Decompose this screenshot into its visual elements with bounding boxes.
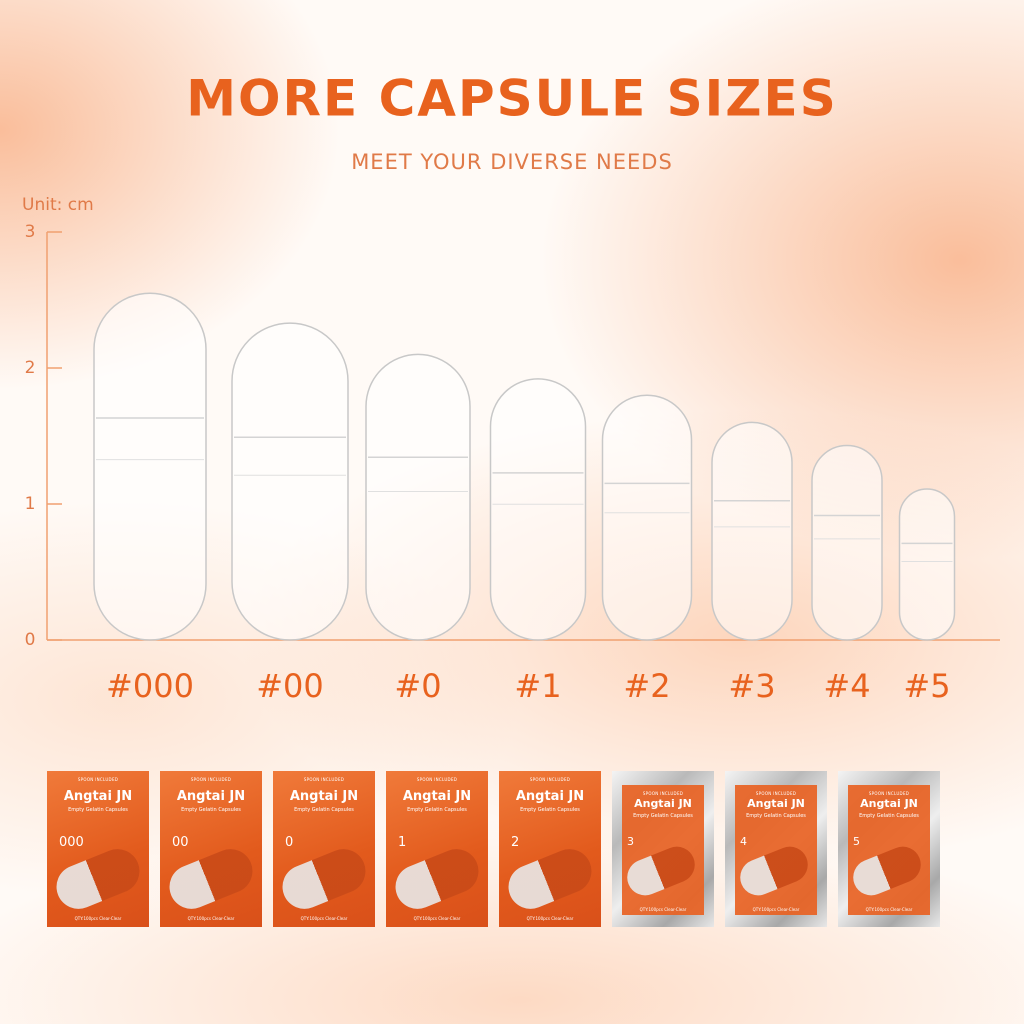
package-qty: QTY:100pcs Clear-Clear bbox=[413, 916, 461, 921]
package-panel: SPOON INCLUDED Angtai JN Empty Gelatin Cap… bbox=[621, 785, 704, 915]
y-tick-label: 1 bbox=[25, 494, 36, 514]
package-brand: Angtai JN bbox=[860, 797, 918, 810]
package-subtitle: Empty Gelatin Capsules bbox=[294, 807, 354, 813]
package-note: SPOON INCLUDED bbox=[190, 777, 232, 782]
package: SPOON INCLUDED Angtai JN Empty Gelatin Cap… bbox=[838, 771, 940, 927]
package-panel: SPOON INCLUDED Angtai JN Empty Gelatin Cap… bbox=[47, 771, 149, 927]
package-pill bbox=[388, 842, 486, 916]
package-qty: QTY:100pcs Clear-Clear bbox=[300, 916, 348, 921]
package-panel: SPOON INCLUDED Angtai JN Empty Gelatin Cap… bbox=[386, 771, 488, 927]
capsule bbox=[93, 292, 207, 641]
package-size: 0 bbox=[285, 835, 294, 850]
package-note: SPOON INCLUDED bbox=[755, 791, 797, 796]
package-panel: SPOON INCLUDED Angtai JN Empty Gelatin Cap… bbox=[847, 785, 930, 915]
package-note: SPOON INCLUDED bbox=[868, 791, 910, 796]
package-brand: Angtai JN bbox=[176, 789, 246, 804]
y-tick-label: 3 bbox=[25, 222, 36, 242]
package-brand: Angtai JN bbox=[289, 789, 359, 804]
package-subtitle: Empty Gelatin Capsules bbox=[68, 807, 128, 813]
package-brand: Angtai JN bbox=[515, 789, 585, 804]
x-tick-label: #5 bbox=[903, 667, 950, 705]
package-size: 3 bbox=[627, 835, 634, 848]
x-tick-label: #1 bbox=[514, 667, 561, 705]
package-panel: SPOON INCLUDED Angtai JN Empty Gelatin Cap… bbox=[734, 785, 817, 915]
package-panel: SPOON INCLUDED Angtai JN Empty Gelatin Cap… bbox=[160, 771, 262, 927]
package-qty: QTY:100pcs Clear-Clear bbox=[74, 916, 122, 921]
package-qty: QTY:100pcs Clear-Clear bbox=[865, 907, 913, 912]
package-size: 2 bbox=[511, 835, 520, 850]
package-subtitle: Empty Gelatin Capsules bbox=[520, 807, 580, 813]
package-pill bbox=[162, 842, 260, 916]
package-pill bbox=[275, 842, 373, 916]
capsule bbox=[811, 444, 883, 641]
package-note: SPOON INCLUDED bbox=[303, 777, 345, 782]
package: SPOON INCLUDED Angtai JN Empty Gelatin Cap… bbox=[160, 771, 262, 927]
package-note: SPOON INCLUDED bbox=[642, 791, 684, 796]
package-note: SPOON INCLUDED bbox=[529, 777, 571, 782]
package-size: 4 bbox=[740, 835, 747, 848]
package-size: 1 bbox=[398, 835, 407, 850]
package-pill bbox=[621, 841, 701, 901]
package-panel: SPOON INCLUDED Angtai JN Empty Gelatin Cap… bbox=[273, 771, 375, 927]
package-subtitle: Empty Gelatin Capsules bbox=[859, 813, 919, 819]
package: SPOON INCLUDED Angtai JN Empty Gelatin Cap… bbox=[273, 771, 375, 927]
package-qty: QTY:100pcs Clear-Clear bbox=[752, 907, 800, 912]
package-size: 5 bbox=[853, 835, 860, 848]
package-pill bbox=[734, 841, 814, 901]
axis-label: Unit: cm bbox=[22, 195, 94, 215]
package-qty: QTY:100pcs Clear-Clear bbox=[187, 916, 235, 921]
chart: MORE CAPSULE SIZES MEET YOUR DIVERSE NEE… bbox=[22, 70, 1000, 705]
package-panel: SPOON INCLUDED Angtai JN Empty Gelatin Cap… bbox=[499, 771, 601, 927]
package: SPOON INCLUDED Angtai JN Empty Gelatin Cap… bbox=[386, 771, 488, 927]
package-note: SPOON INCLUDED bbox=[77, 777, 119, 782]
x-tick-label: #4 bbox=[823, 667, 870, 705]
package-brand: Angtai JN bbox=[634, 797, 692, 810]
package-note: SPOON INCLUDED bbox=[416, 777, 458, 782]
package-qty: QTY:100pcs Clear-Clear bbox=[639, 907, 687, 912]
package-subtitle: Empty Gelatin Capsules bbox=[746, 813, 806, 819]
x-tick-label: #3 bbox=[728, 667, 775, 705]
package-pill bbox=[501, 842, 599, 916]
capsule bbox=[231, 322, 349, 641]
package-pill bbox=[847, 841, 927, 901]
package-subtitle: Empty Gelatin Capsules bbox=[633, 813, 693, 819]
x-tick-label: #2 bbox=[623, 667, 670, 705]
x-tick-label: #00 bbox=[256, 667, 324, 705]
chart-title: MORE CAPSULE SIZES bbox=[186, 70, 837, 128]
package-qty: QTY:100pcs Clear-Clear bbox=[526, 916, 574, 921]
package-size: 000 bbox=[59, 835, 84, 850]
package-brand: Angtai JN bbox=[63, 789, 133, 804]
capsule bbox=[711, 421, 793, 641]
package-subtitle: Empty Gelatin Capsules bbox=[407, 807, 467, 813]
package: SPOON INCLUDED Angtai JN Empty Gelatin Cap… bbox=[612, 771, 714, 927]
x-tick-label: #0 bbox=[394, 667, 441, 705]
capsule bbox=[489, 378, 587, 641]
capsule bbox=[601, 394, 693, 641]
y-tick-label: 2 bbox=[25, 358, 36, 378]
package-size: 00 bbox=[172, 835, 189, 850]
package-brand: Angtai JN bbox=[402, 789, 472, 804]
chart-subtitle: MEET YOUR DIVERSE NEEDS bbox=[351, 150, 673, 174]
package-subtitle: Empty Gelatin Capsules bbox=[181, 807, 241, 813]
x-tick-label: #000 bbox=[106, 667, 194, 705]
package: SPOON INCLUDED Angtai JN Empty Gelatin Cap… bbox=[499, 771, 601, 927]
capsule bbox=[898, 488, 956, 641]
package: SPOON INCLUDED Angtai JN Empty Gelatin Cap… bbox=[725, 771, 827, 927]
package-brand: Angtai JN bbox=[747, 797, 805, 810]
package-pill bbox=[49, 842, 147, 916]
capsule bbox=[365, 353, 471, 641]
package: SPOON INCLUDED Angtai JN Empty Gelatin Cap… bbox=[47, 771, 149, 927]
y-tick-label: 0 bbox=[25, 630, 36, 650]
